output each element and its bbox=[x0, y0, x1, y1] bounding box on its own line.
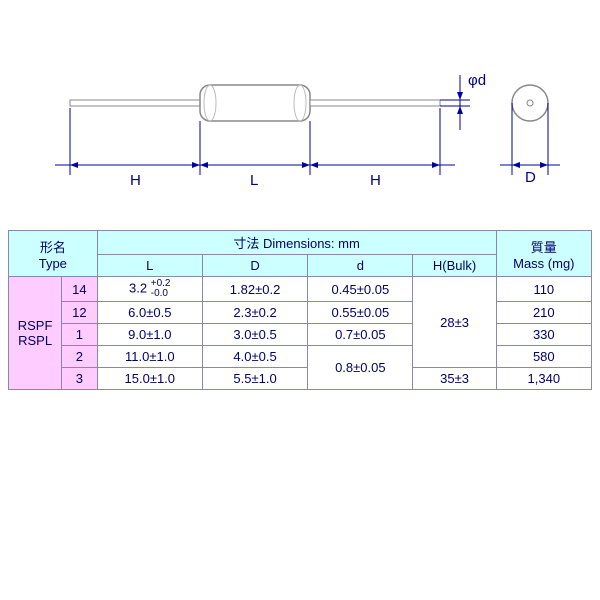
table-row: 2 11.0±1.0 4.0±0.5 0.8±0.05 580 bbox=[9, 346, 592, 368]
cell: 3.0±0.5 bbox=[202, 324, 307, 346]
code-cell: 12 bbox=[62, 302, 97, 324]
table-row: 12 6.0±0.5 2.3±0.2 0.55±0.05 210 bbox=[9, 302, 592, 324]
cell: 210 bbox=[496, 302, 591, 324]
cell: 35±3 bbox=[413, 368, 496, 390]
h1-label: H bbox=[130, 172, 141, 189]
cell: 580 bbox=[496, 346, 591, 368]
cell: 0.7±0.05 bbox=[308, 324, 413, 346]
th-sd: d bbox=[308, 255, 413, 277]
phi-d-label: φd bbox=[468, 72, 486, 89]
cell: 1.82±0.2 bbox=[202, 277, 307, 302]
cell: 5.5±1.0 bbox=[202, 368, 307, 390]
cell: 3.2 +0.2-0.0 bbox=[97, 277, 202, 302]
dimensions-table: 形名 Type 寸法 Dimensions: mm 質量 Mass (mg) L… bbox=[8, 230, 592, 390]
code-cell: 2 bbox=[62, 346, 97, 368]
cell: 11.0±1.0 bbox=[97, 346, 202, 368]
cell: 28±3 bbox=[413, 277, 496, 368]
cell: 0.45±0.05 bbox=[308, 277, 413, 302]
cell: 0.55±0.05 bbox=[308, 302, 413, 324]
cell: 0.8±0.05 bbox=[308, 346, 413, 390]
resistor-drawing-svg: φd D H L H bbox=[0, 0, 600, 230]
cell: 4.0±0.5 bbox=[202, 346, 307, 368]
cell: 6.0±0.5 bbox=[97, 302, 202, 324]
code-cell: 14 bbox=[62, 277, 97, 302]
code-cell: 1 bbox=[62, 324, 97, 346]
th-l: L bbox=[97, 255, 202, 277]
table-row: 3 15.0±1.0 5.5±1.0 35±3 1,340 bbox=[9, 368, 592, 390]
type-label-cell: RSPF RSPL bbox=[9, 277, 62, 390]
cell: 15.0±1.0 bbox=[97, 368, 202, 390]
table-row: RSPF RSPL 14 3.2 +0.2-0.0 1.82±0.2 0.45±… bbox=[9, 277, 592, 302]
d-right-label: D bbox=[525, 169, 536, 186]
cell: 2.3±0.2 bbox=[202, 302, 307, 324]
h2-label: H bbox=[370, 172, 381, 189]
code-cell: 3 bbox=[62, 368, 97, 390]
cell: 110 bbox=[496, 277, 591, 302]
cell: 1,340 bbox=[496, 368, 591, 390]
cell: 330 bbox=[496, 324, 591, 346]
th-dims: 寸法 Dimensions: mm bbox=[97, 231, 496, 255]
th-mass: 質量 Mass (mg) bbox=[496, 231, 591, 277]
dimensions-table-wrap: 形名 Type 寸法 Dimensions: mm 質量 Mass (mg) L… bbox=[0, 230, 600, 390]
table-row: 1 9.0±1.0 3.0±0.5 0.7±0.05 330 bbox=[9, 324, 592, 346]
th-h: H(Bulk) bbox=[413, 255, 496, 277]
cell: 9.0±1.0 bbox=[97, 324, 202, 346]
th-type: 形名 Type bbox=[9, 231, 98, 277]
l-label: L bbox=[250, 172, 258, 189]
component-diagram: φd D H L H bbox=[0, 0, 600, 230]
th-d: D bbox=[202, 255, 307, 277]
